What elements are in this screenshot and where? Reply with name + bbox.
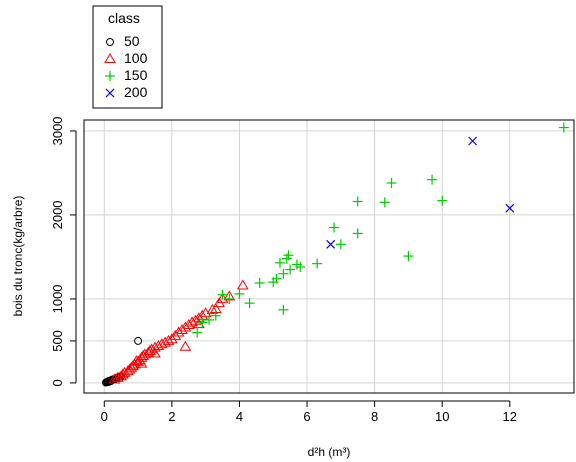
data-point-class-100 — [118, 366, 131, 377]
data-point-class-150 — [437, 195, 448, 206]
y-axis: 0 500 1000 2000 3000 — [50, 116, 77, 387]
data-point-class-200 — [326, 239, 336, 249]
data-point-class-100 — [179, 321, 192, 332]
data-point-class-100 — [176, 324, 188, 334]
plot-frame — [83, 119, 575, 394]
data-point-class-50 — [134, 336, 143, 345]
x-axis: 0 2 4 6 8 10 12 — [101, 400, 517, 424]
data-point-class-100 — [130, 355, 143, 366]
data-point-class-100 — [111, 371, 124, 382]
data-point-class-150 — [352, 196, 363, 207]
y-tick-label: 2000 — [50, 200, 65, 229]
data-point-class-100 — [172, 326, 185, 337]
data-point-class-150 — [335, 239, 346, 250]
data-point-class-150 — [217, 289, 228, 300]
x-tick-label: 0 — [101, 409, 108, 424]
legend-marker-100 — [104, 53, 116, 63]
y-axis-title: bois du tronc(kg/arbre) — [11, 196, 25, 317]
data-point-class-150 — [558, 122, 569, 133]
legend-label-150: 150 — [124, 67, 148, 83]
data-point-class-100 — [162, 334, 175, 345]
data-point-class-150 — [271, 273, 282, 284]
data-point-class-100 — [123, 363, 136, 374]
data-point-class-150 — [283, 250, 294, 261]
legend-title: class — [108, 10, 140, 26]
data-point-class-150 — [379, 197, 390, 208]
data-point-class-150 — [295, 262, 306, 272]
y-tick-label: 0 — [50, 379, 65, 386]
data-point-class-150 — [403, 251, 414, 262]
data-point-class-150 — [427, 174, 438, 185]
data-point-class-150 — [285, 264, 296, 275]
legend-label-100: 100 — [124, 50, 148, 66]
y-tick-label: 500 — [50, 330, 65, 352]
data-point-class-100 — [116, 368, 129, 379]
data-point-class-100 — [193, 312, 205, 323]
data-point-class-150 — [386, 178, 397, 188]
data-point-class-150 — [204, 314, 215, 325]
y-tick-label: 1000 — [50, 284, 65, 313]
data-point-class-100 — [137, 350, 150, 361]
data-point-class-150 — [210, 310, 221, 321]
data-point-class-150 — [278, 304, 289, 315]
legend-marker-200 — [105, 88, 115, 98]
data-point-class-150 — [224, 293, 235, 304]
x-tick-label: 2 — [168, 409, 175, 424]
data-point-class-150 — [254, 277, 265, 288]
data-point-class-200 — [468, 136, 478, 146]
x-axis-title: d²h (m³) — [308, 445, 351, 459]
data-point-class-100 — [138, 348, 151, 359]
data-point-class-150 — [352, 228, 363, 239]
legend-label-200: 200 — [124, 84, 148, 100]
data-point-class-150 — [197, 317, 208, 328]
data-point-class-150 — [278, 268, 289, 279]
data-point-class-150 — [192, 327, 203, 338]
data-point-class-100 — [144, 345, 156, 355]
legend-marker-150 — [105, 71, 115, 81]
data-point-class-100 — [135, 357, 148, 368]
data-point-class-150 — [234, 288, 245, 299]
y-tick-label: 3000 — [50, 116, 65, 145]
data-point-class-100 — [135, 351, 148, 362]
data-point-class-100 — [122, 365, 134, 376]
data-point-class-100 — [236, 279, 249, 290]
data-point-class-100 — [115, 370, 128, 381]
x-tick-label: 12 — [503, 409, 517, 424]
x-tick-label: 4 — [236, 409, 243, 424]
legend-marker-50 — [106, 38, 114, 46]
data-point-class-150 — [329, 222, 340, 233]
data-point-class-150 — [244, 298, 255, 309]
data-point-class-150 — [275, 257, 285, 268]
data-point-class-100 — [206, 303, 219, 314]
data-point-class-200 — [505, 203, 515, 213]
x-tick-label: 8 — [371, 409, 378, 424]
data-point-class-100 — [142, 346, 155, 357]
legend-box — [92, 5, 163, 109]
legend-label-50: 50 — [124, 33, 140, 49]
data-point-class-100 — [179, 340, 192, 351]
data-point-class-100 — [169, 329, 182, 340]
data-points — [101, 122, 569, 387]
data-point-class-100 — [125, 361, 138, 372]
x-tick-label: 10 — [435, 409, 449, 424]
data-point-class-100 — [149, 347, 161, 358]
data-point-class-100 — [193, 318, 205, 329]
x-tick-label: 6 — [303, 409, 310, 424]
data-point-class-150 — [312, 258, 323, 269]
data-point-class-100 — [165, 333, 178, 344]
